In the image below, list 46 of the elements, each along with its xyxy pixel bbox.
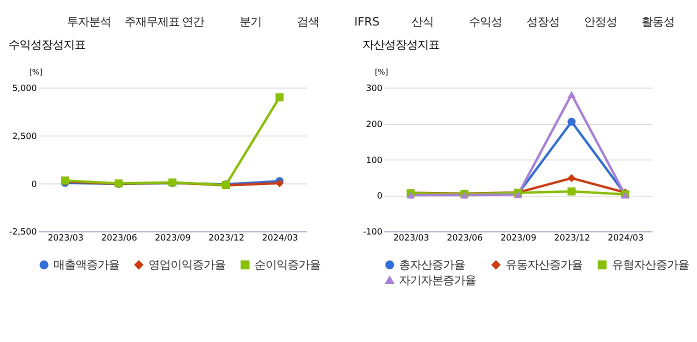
- x-tick-label: 2023/03: [48, 233, 84, 244]
- point: [568, 174, 576, 182]
- text: 분기: [239, 14, 262, 28]
- text: 검색: [296, 14, 319, 28]
- y-axis-title: [%]: [374, 68, 388, 77]
- x-tick-label: 2023/09: [154, 233, 191, 244]
- text: 수익성: [469, 14, 502, 28]
- y-tick-label: 0: [377, 192, 382, 202]
- legend-label: 유동자산증가율: [506, 258, 583, 272]
- y-tick-label: -2,500: [9, 228, 37, 238]
- x-tick-label: 2024/03: [608, 233, 644, 244]
- y-tick-label: 2,500: [12, 132, 37, 142]
- legend-label: 총자산증가율: [399, 258, 466, 272]
- y-tick-label: 5,000: [12, 84, 37, 94]
- chart-title: 자산성장성지표: [362, 37, 440, 52]
- point: [568, 91, 576, 98]
- x-tick-label: 2023/03: [393, 233, 430, 244]
- text: IFRS: [354, 14, 380, 28]
- y-tick-label: 300: [366, 84, 382, 94]
- text: 성장성: [526, 14, 560, 28]
- text: 투자분석: [67, 14, 112, 28]
- legend-label: 자기자본증가율: [399, 272, 476, 287]
- legend-label: 매출액증가율: [54, 258, 120, 272]
- point: [568, 118, 576, 126]
- x-tick-label: 2023/06: [101, 233, 138, 244]
- text: 연간: [182, 14, 204, 28]
- chart-title: 수익성장성지표: [8, 37, 86, 52]
- y-tick-label: 100: [366, 156, 382, 166]
- x-tick-label: 2023/12: [554, 233, 590, 244]
- y-tick-label: 0: [31, 180, 37, 190]
- text: 활동성: [641, 14, 674, 28]
- point: [276, 93, 284, 102]
- x-tick-label: 2023/12: [208, 233, 244, 244]
- y-tick-label: -100: [362, 228, 382, 238]
- point: [568, 187, 576, 196]
- legend-label: 순이익증가율: [254, 258, 321, 272]
- legend-label: 유형자산증가율: [612, 258, 689, 272]
- text: 산식: [412, 14, 434, 28]
- text: 안정성: [584, 14, 618, 28]
- x-tick-label: 2023/09: [500, 233, 536, 244]
- x-tick-label: 2023/06: [446, 233, 483, 244]
- y-tick-label: 200: [366, 120, 382, 130]
- x-tick-label: 2024/03: [262, 233, 298, 244]
- legend-label: 영업이익증가율: [148, 258, 226, 272]
- text: 주재무제표: [124, 14, 180, 28]
- y-axis-title: [%]: [29, 68, 42, 77]
